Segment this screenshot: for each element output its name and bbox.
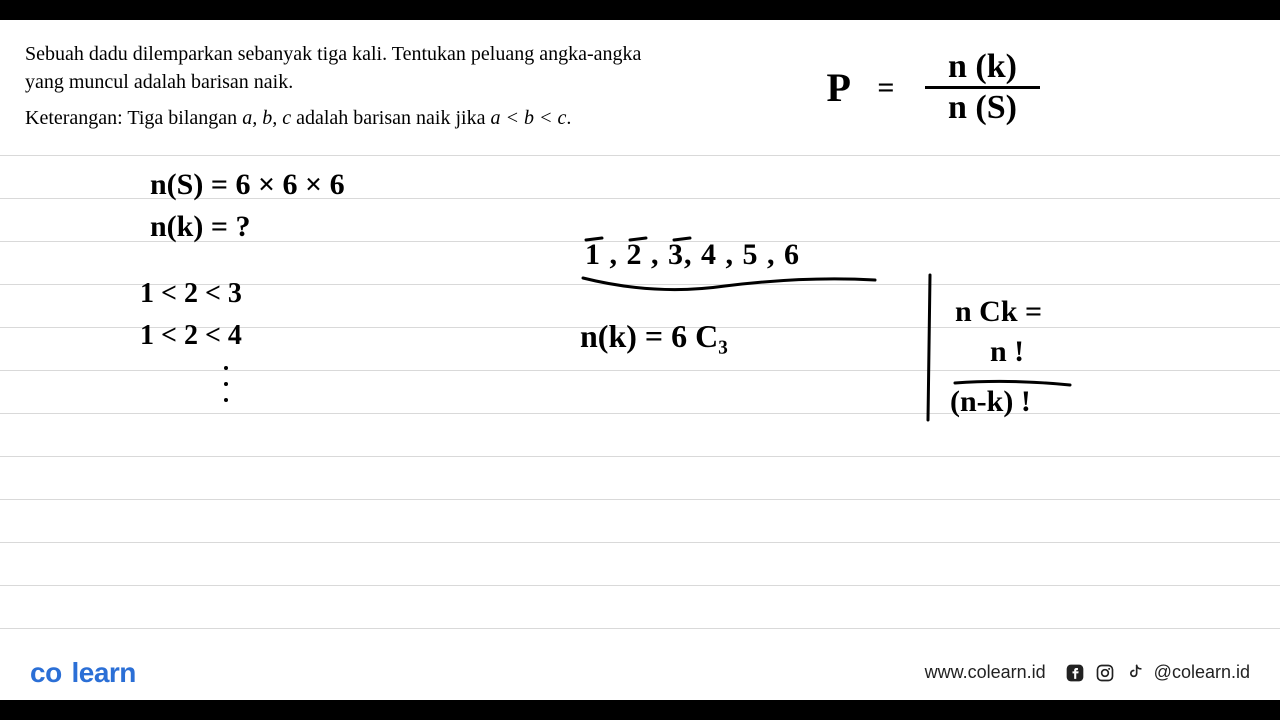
inequality-1: 1 < 2 < 3 — [140, 278, 242, 310]
rule-line — [0, 499, 1280, 500]
probability-formula: P = n (k) n (S) — [826, 50, 1040, 125]
rule-line — [0, 413, 1280, 414]
letterbox-bottom — [0, 700, 1280, 720]
letterbox-top — [0, 0, 1280, 20]
question-text: Sebuah dadu dilemparkan sebanyak tiga ka… — [25, 40, 725, 96]
underbrace-icon — [575, 272, 885, 302]
footer-right: www.colearn.id @colearn.id — [925, 662, 1250, 684]
social-icons: @colearn.id — [1064, 662, 1250, 684]
instagram-icon — [1094, 662, 1116, 684]
note-vars: a, b, c — [242, 107, 291, 129]
nmk-factorial: (n-k) ! — [950, 385, 1031, 419]
rule-line — [0, 370, 1280, 371]
note-suffix: . — [566, 107, 571, 129]
tiktok-icon — [1124, 662, 1146, 684]
note-prefix: Keterangan: Tiga bilangan — [25, 107, 242, 129]
rule-line — [0, 628, 1280, 629]
ns-equation: n(S) = 6 × 6 × 6 — [150, 168, 345, 202]
question-line1: Sebuah dadu dilemparkan sebanyak tiga ka… — [25, 43, 641, 65]
footer-url: www.colearn.id — [925, 662, 1046, 683]
footer-handle: @colearn.id — [1154, 662, 1250, 683]
rule-line — [0, 155, 1280, 156]
logo-co: co — [30, 657, 62, 688]
rule-line — [0, 456, 1280, 457]
note-cond: a < b < c — [490, 107, 566, 129]
content-area: Sebuah dadu dilemparkan sebanyak tiga ka… — [0, 20, 1280, 700]
note-mid: adalah barisan naik jika — [291, 107, 490, 129]
vertical-divider-icon — [920, 270, 940, 430]
inequality-2: 1 < 2 < 4 — [140, 320, 242, 352]
nk-combination: n(k) = 6 C₃ — [580, 318, 728, 355]
formula-denominator: n (S) — [925, 91, 1040, 125]
logo-dot — [62, 657, 72, 688]
rule-line — [0, 585, 1280, 586]
formula-p: P — [826, 68, 850, 108]
nck-label: n Ck = — [955, 295, 1042, 329]
formula-numerator: n (k) — [925, 50, 1040, 84]
rule-line — [0, 542, 1280, 543]
n-factorial: n ! — [990, 335, 1024, 369]
footer: co learn www.colearn.id @colearn.id — [0, 645, 1280, 700]
question-note: Keterangan: Tiga bilangan a, b, c adalah… — [25, 107, 571, 130]
digit-dashes-icon — [580, 232, 880, 252]
nk-question: n(k) = ? — [150, 210, 250, 244]
question-line2: yang muncul adalah barisan naik. — [25, 71, 293, 93]
facebook-icon — [1064, 662, 1086, 684]
colearn-logo: co learn — [30, 657, 136, 689]
formula-eq: = — [877, 73, 894, 103]
formula-fraction: n (k) n (S) — [925, 50, 1040, 125]
vertical-dots-icon — [218, 360, 238, 420]
logo-learn: learn — [71, 657, 135, 688]
